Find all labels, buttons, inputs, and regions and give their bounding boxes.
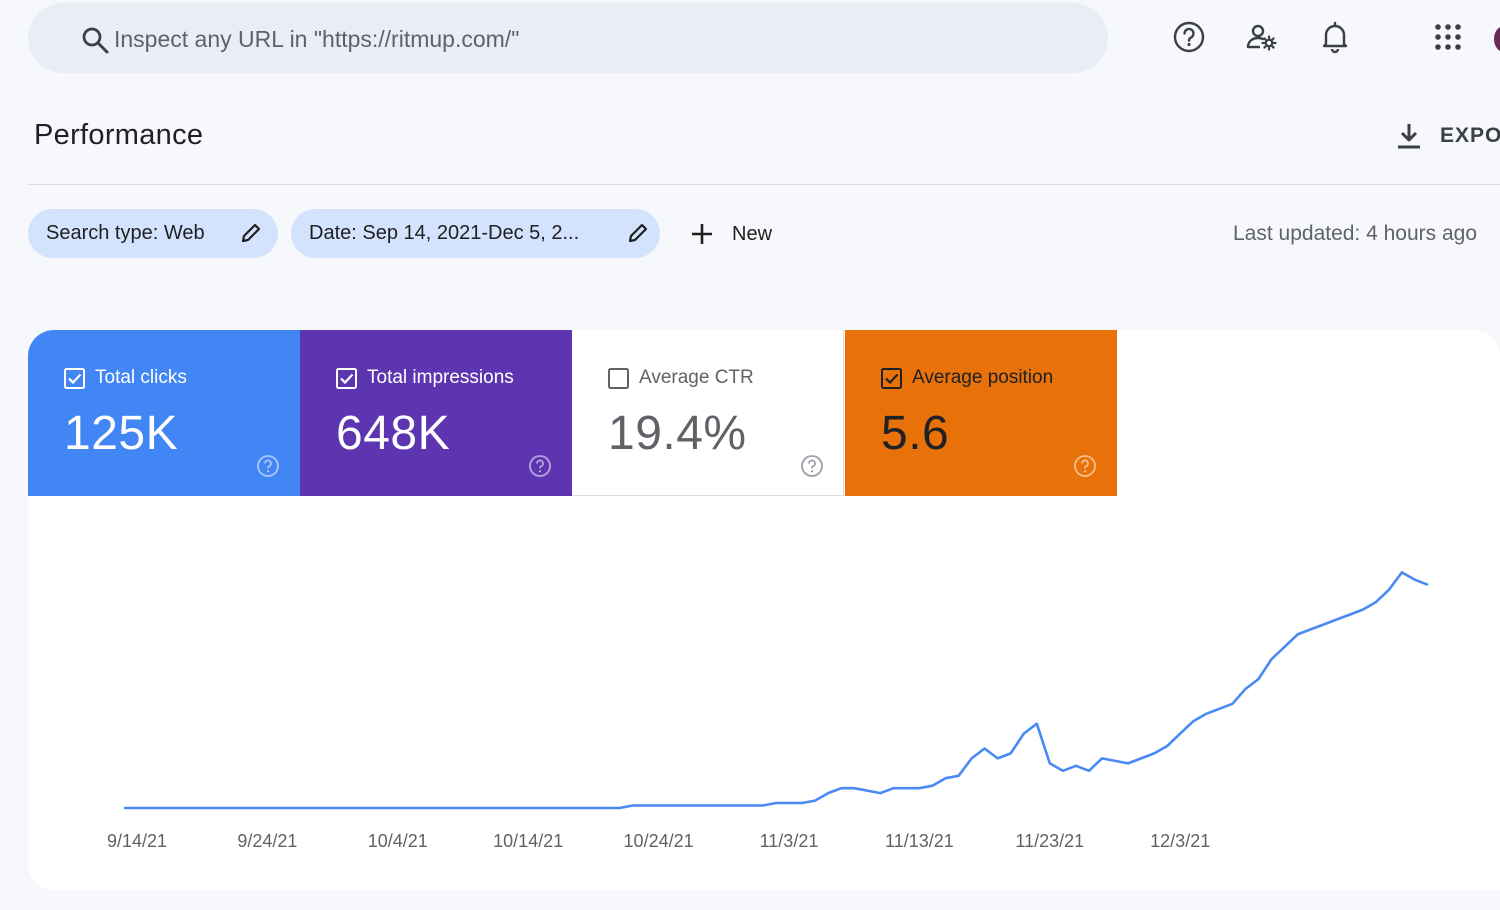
x-tick-label: 12/3/21 — [1150, 831, 1210, 851]
checkbox-checked-icon[interactable] — [336, 368, 357, 389]
metric-label: Average position — [912, 367, 1054, 388]
x-tick-label: 10/14/21 — [493, 831, 563, 851]
page-title: Performance — [34, 119, 204, 151]
metric-label: Average CTR — [639, 367, 754, 388]
metric-tile-average-position[interactable]: Average position 5.6 — [845, 330, 1117, 496]
new-filter-label: New — [732, 222, 773, 245]
metric-tile-average-ctr[interactable]: Average CTR 19.4% — [572, 330, 844, 496]
help-icon[interactable] — [1172, 20, 1206, 54]
search-type-filter-label: Search type: Web — [46, 222, 205, 244]
checkbox-checked-icon[interactable] — [64, 368, 85, 389]
metric-label: Total clicks — [95, 367, 187, 388]
edit-pencil-icon — [628, 223, 648, 243]
date-filter-chip[interactable]: Date: Sep 14, 2021-Dec 5, 2... — [291, 209, 660, 258]
checkbox-checked-icon[interactable] — [881, 368, 902, 389]
export-button[interactable]: EXPORT — [1396, 120, 1500, 152]
x-tick-label: 11/13/21 — [885, 831, 954, 851]
help-circle-icon[interactable] — [1073, 454, 1097, 478]
metric-value: 648K — [336, 407, 451, 460]
apps-grid-icon[interactable] — [1431, 20, 1465, 54]
metric-value: 5.6 — [881, 407, 950, 460]
x-tick-label: 11/3/21 — [760, 831, 819, 851]
header-divider — [28, 184, 1500, 185]
export-label: EXPORT — [1440, 124, 1500, 147]
url-inspection-search[interactable] — [28, 3, 1108, 73]
last-updated-text: Last updated: 4 hours ago — [1233, 222, 1478, 245]
x-tick-label: 9/24/21 — [237, 831, 297, 851]
download-icon — [1398, 124, 1420, 149]
help-circle-icon[interactable] — [528, 454, 552, 478]
x-tick-label: 9/14/21 — [107, 831, 167, 851]
date-filter-label: Date: Sep 14, 2021-Dec 5, 2... — [309, 222, 580, 244]
checkbox-unchecked-icon[interactable] — [608, 368, 629, 389]
manage-users-icon[interactable] — [1245, 20, 1279, 54]
edit-pencil-icon — [241, 223, 261, 243]
series-line-total-clicks — [124, 571, 1429, 810]
help-circle-icon[interactable] — [800, 454, 824, 478]
x-tick-label: 10/24/21 — [624, 831, 694, 851]
metric-tile-total-clicks[interactable]: Total clicks 125K — [28, 330, 300, 496]
metric-label: Total impressions — [367, 367, 514, 388]
new-filter-button[interactable]: New — [688, 214, 772, 254]
help-circle-icon[interactable] — [256, 454, 280, 478]
x-tick-label: 10/4/21 — [368, 831, 428, 851]
search-icon — [82, 27, 109, 54]
plus-icon — [692, 224, 712, 244]
notifications-bell-icon[interactable] — [1318, 20, 1352, 54]
metric-value: 125K — [64, 407, 179, 460]
url-inspection-input[interactable] — [112, 19, 1016, 59]
search-type-filter-chip[interactable]: Search type: Web — [28, 209, 278, 258]
account-avatar[interactable] — [1494, 26, 1500, 52]
metric-tile-total-impressions[interactable]: Total impressions 648K — [300, 330, 572, 496]
metric-value: 19.4% — [608, 407, 747, 460]
x-tick-label: 11/23/21 — [1015, 831, 1084, 851]
